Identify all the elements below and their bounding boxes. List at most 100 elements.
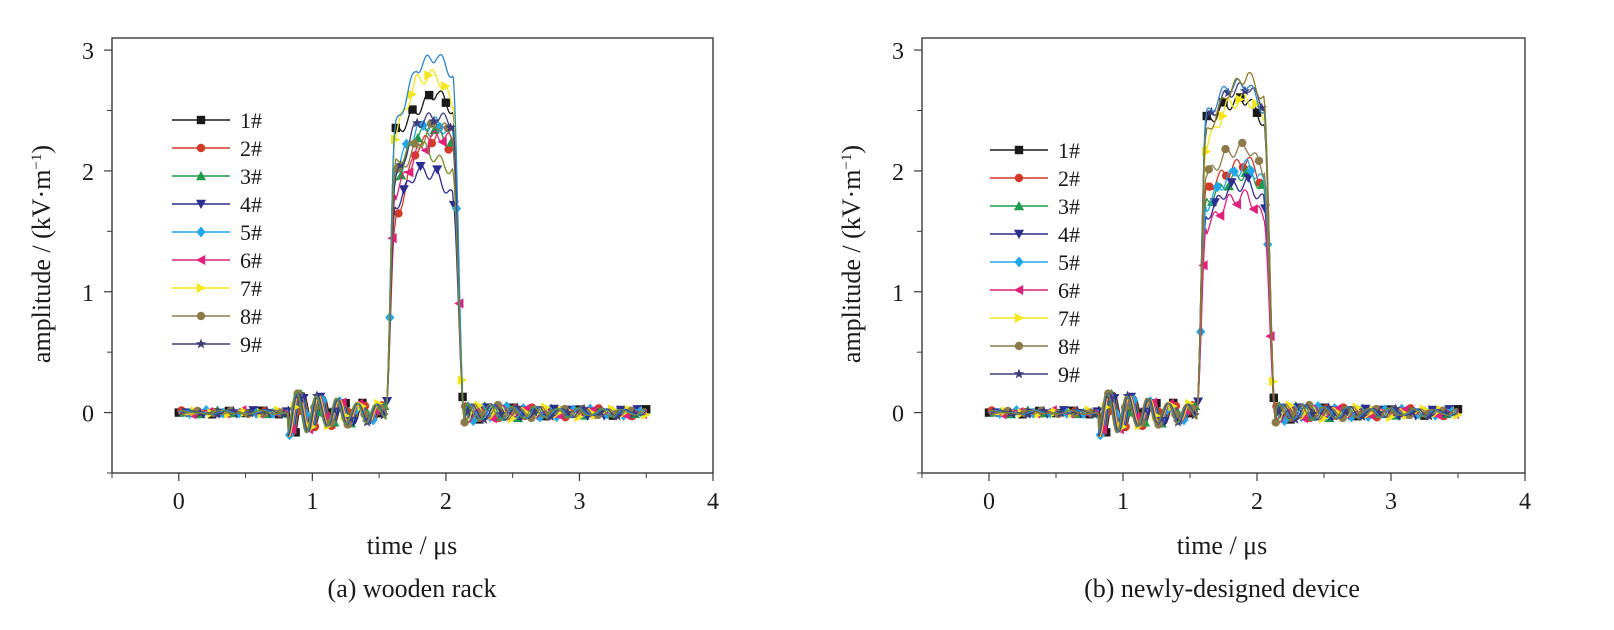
marker-a-9	[545, 411, 556, 421]
series-line-b-extra-1	[988, 71, 1459, 434]
marker-a-9	[411, 117, 423, 128]
legend-item-a-7: 7#	[172, 276, 262, 301]
marker-b-8	[1221, 144, 1230, 154]
x-tick-label-b-0: 0	[983, 489, 995, 515]
marker-a-5	[301, 409, 311, 421]
panel-a: (a) wooden rack time / μs amplitude / (k…	[27, 37, 719, 603]
marker-a-7	[407, 89, 417, 100]
marker-b-9	[1407, 406, 1418, 417]
y-tick-label-a-2: 2	[82, 160, 94, 186]
marker-a-6	[437, 136, 447, 147]
marker-a-7	[541, 402, 551, 413]
marker-a-9	[578, 403, 590, 414]
marker-a-9	[311, 390, 323, 401]
plot-frame-b	[921, 37, 1526, 474]
y-axis-label-b-close: )	[837, 145, 866, 154]
marker-a-8	[410, 139, 419, 148]
x-tick-label-a-3: 3	[573, 489, 585, 515]
marker-b-9	[1122, 390, 1133, 401]
marker-b-9	[1105, 392, 1117, 403]
y-axis-label-b-main: amplitude / (kV·m	[837, 170, 866, 364]
legend-item-b-7: 7#	[990, 306, 1080, 331]
legend-marker	[1013, 229, 1025, 240]
marker-b-5	[1279, 415, 1290, 427]
marker-b-1	[1219, 98, 1228, 107]
marker-b-9	[1139, 404, 1150, 414]
panel-b: (b) newly-designed device time / μs ampl…	[837, 37, 1531, 603]
marker-b-6	[1215, 210, 1225, 221]
marker-b-4	[1226, 178, 1237, 188]
plot-area-b	[984, 71, 1463, 441]
y-tick-label-b-3: 3	[892, 39, 904, 65]
marker-b-9	[1206, 106, 1217, 117]
marker-a-7	[424, 70, 434, 81]
marker-b-8	[1238, 138, 1247, 148]
x-tick-label-b-3: 3	[1385, 489, 1397, 515]
x-tick-label-b-1: 1	[1117, 489, 1129, 515]
legend-item-b-8: 8#	[990, 334, 1080, 359]
marker-b-7	[1252, 98, 1262, 109]
series-line-a-extra-1	[178, 141, 647, 434]
marker-a-9	[228, 405, 239, 416]
marker-a-9	[395, 159, 406, 170]
marker-b-9	[1373, 407, 1385, 418]
legend-marker	[1014, 256, 1024, 268]
legend-label: 4#	[1058, 222, 1080, 247]
marker-a-1	[424, 90, 434, 100]
legend-item-a-8: 8#	[172, 304, 262, 329]
plot-frame-a	[111, 37, 714, 474]
marker-b-1	[1252, 108, 1262, 117]
legend-item-a-4: 4#	[172, 192, 262, 217]
y-tick-label-a-3: 3	[82, 39, 94, 65]
legend-item-b-3: 3#	[990, 194, 1080, 219]
marker-a-4	[398, 185, 409, 195]
marker-b-9	[1256, 102, 1267, 113]
marker-b-6	[1298, 413, 1309, 424]
legend-item-b-6: 6#	[990, 278, 1080, 303]
legend-marker	[1014, 312, 1025, 324]
caption-a: (a) wooden rack	[328, 574, 497, 603]
x-tick-label-b-2: 2	[1251, 489, 1263, 515]
y-axis-label-a: amplitude / (kV·m−1)	[27, 145, 56, 363]
legend-label: 7#	[1058, 306, 1080, 331]
legend-item-a-6: 6#	[172, 248, 262, 273]
marker-b-9	[1306, 408, 1318, 419]
marker-a-6	[487, 413, 497, 424]
marker-a-7	[507, 413, 518, 424]
marker-b-5	[1346, 411, 1357, 423]
legend-item-a-9: 9#	[172, 332, 262, 357]
marker-b-9	[1340, 406, 1351, 417]
marker-b-9	[1390, 403, 1401, 414]
marker-a-7	[641, 409, 651, 420]
legend-label: 4#	[240, 192, 262, 217]
legend-marker	[1014, 173, 1024, 183]
legend-item-a-1: 1#	[172, 108, 262, 133]
legend-marker	[195, 338, 207, 349]
marker-b-3	[1223, 180, 1234, 191]
marker-a-6	[404, 167, 414, 178]
marker-a-9	[528, 406, 540, 417]
marker-a-7	[441, 81, 451, 92]
marker-b-9	[1323, 402, 1334, 413]
legend-marker	[195, 199, 207, 210]
x-axis-label-a: time / μs	[367, 531, 458, 560]
marker-a-9	[328, 404, 339, 414]
marker-b-9	[1222, 87, 1234, 98]
marker-a-9	[378, 409, 389, 420]
y-tick-label-b-0: 0	[892, 402, 904, 428]
y-axis-label-a-close: )	[27, 145, 56, 154]
marker-a-3	[429, 124, 440, 134]
marker-a-8	[460, 418, 469, 427]
marker-a-3	[396, 170, 407, 180]
marker-b-2	[1205, 182, 1214, 191]
legend-label: 3#	[240, 164, 262, 189]
marker-a-9	[245, 407, 256, 418]
marker-b-7	[1285, 400, 1295, 411]
marker-b-7	[1218, 110, 1228, 121]
marker-a-9	[495, 408, 506, 419]
legend-item-b-4: 4#	[990, 222, 1080, 247]
y-tick-label-a-1: 1	[82, 281, 94, 307]
marker-a-9	[629, 407, 640, 418]
legend-marker	[196, 226, 206, 238]
